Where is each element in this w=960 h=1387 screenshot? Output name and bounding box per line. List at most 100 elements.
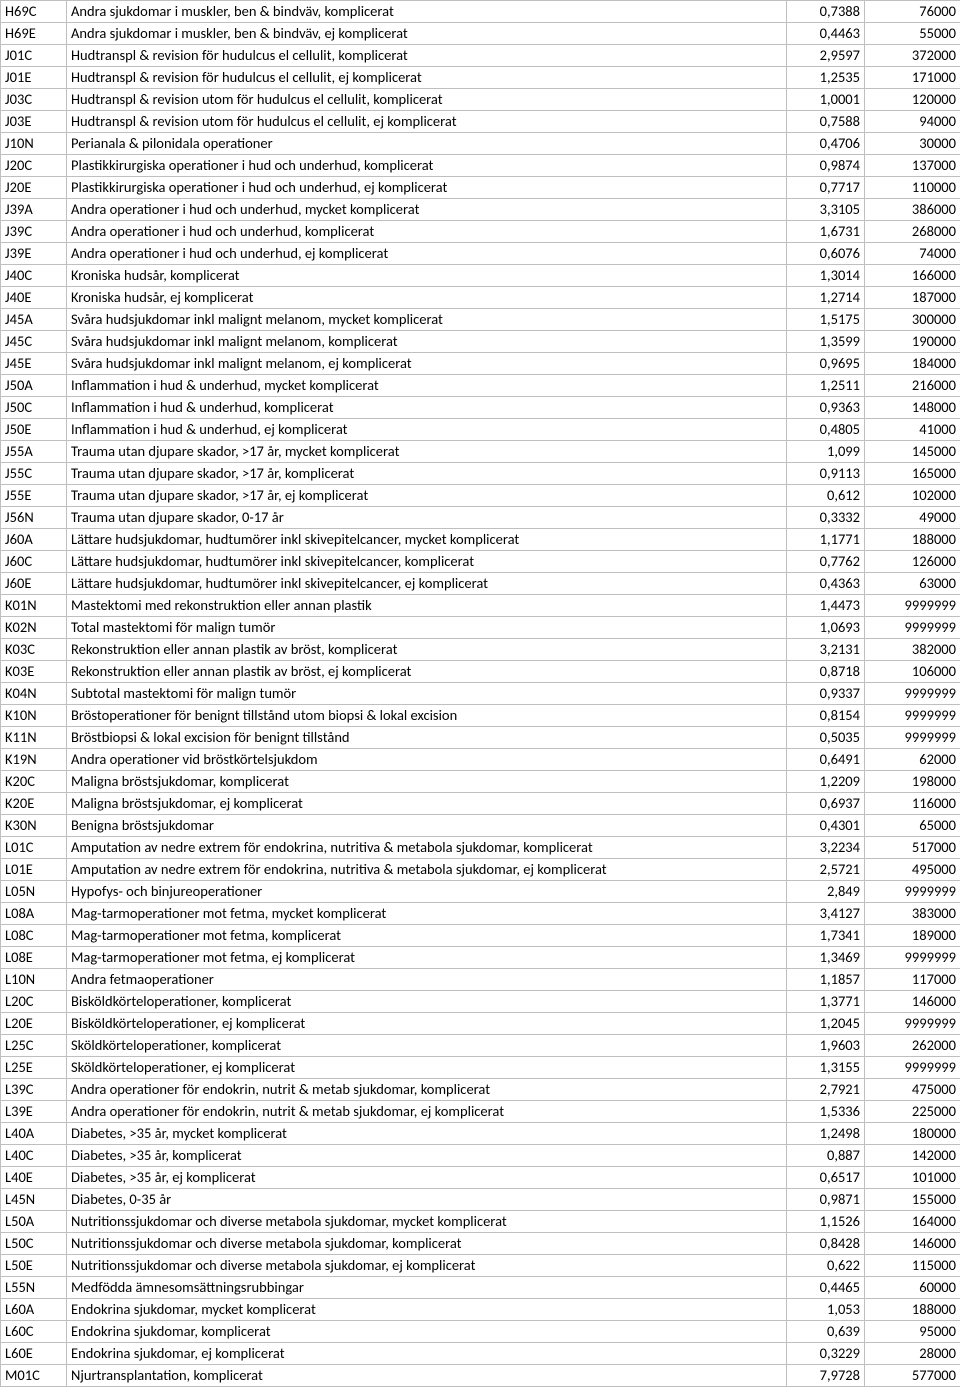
code-cell: J55A — [1, 441, 67, 463]
description-cell: Andra operationer i hud och underhud, ko… — [67, 221, 787, 243]
description-cell: Hudtranspl & revision utom för hudulcus … — [67, 111, 787, 133]
description-cell: Hudtranspl & revision för hudulcus el ce… — [67, 67, 787, 89]
code-cell: H69C — [1, 1, 67, 23]
amount-cell: 382000 — [865, 639, 960, 661]
code-cell: J56N — [1, 507, 67, 529]
description-cell: Maligna bröstsjukdomar, komplicerat — [67, 771, 787, 793]
table-row: J45CSvåra hudsjukdomar inkl malignt mela… — [1, 331, 960, 353]
description-cell: Endokrina sjukdomar, komplicerat — [67, 1321, 787, 1343]
table-row: K19NAndra operationer vid bröstkörtelsju… — [1, 749, 960, 771]
amount-cell: 148000 — [865, 397, 960, 419]
code-cell: K04N — [1, 683, 67, 705]
value-cell: 0,9871 — [787, 1189, 865, 1211]
table-row: L25CSköldkörteloperationer, komplicerat1… — [1, 1035, 960, 1057]
table-row: K20CMaligna bröstsjukdomar, komplicerat1… — [1, 771, 960, 793]
code-cell: J55E — [1, 485, 67, 507]
amount-cell: 262000 — [865, 1035, 960, 1057]
table-row: K30NBenigna bröstsjukdomar0,430165000 — [1, 815, 960, 837]
value-cell: 1,5175 — [787, 309, 865, 331]
amount-cell: 180000 — [865, 1123, 960, 1145]
code-cell: J03E — [1, 111, 67, 133]
table-row: L55NMedfödda ämnesomsättningsrubbingar0,… — [1, 1277, 960, 1299]
value-cell: 0,4363 — [787, 573, 865, 595]
description-cell: Total mastektomi för malign tumör — [67, 617, 787, 639]
amount-cell: 475000 — [865, 1079, 960, 1101]
amount-cell: 49000 — [865, 507, 960, 529]
code-cell: L20E — [1, 1013, 67, 1035]
code-cell: J20E — [1, 177, 67, 199]
value-cell: 0,3229 — [787, 1343, 865, 1365]
amount-cell: 517000 — [865, 837, 960, 859]
code-cell: J60A — [1, 529, 67, 551]
code-cell: L25E — [1, 1057, 67, 1079]
code-cell: L60E — [1, 1343, 67, 1365]
value-cell: 0,8718 — [787, 661, 865, 683]
value-cell: 1,1771 — [787, 529, 865, 551]
table-row: J01CHudtranspl & revision för hudulcus e… — [1, 45, 960, 67]
table-row: J40EKroniska hudsår, ej komplicerat1,271… — [1, 287, 960, 309]
description-cell: Endokrina sjukdomar, mycket komplicerat — [67, 1299, 787, 1321]
table-row: L45NDiabetes, 0-35 år0,9871155000 — [1, 1189, 960, 1211]
amount-cell: 115000 — [865, 1255, 960, 1277]
value-cell: 1,3014 — [787, 265, 865, 287]
table-row: J20CPlastikkirurgiska operationer i hud … — [1, 155, 960, 177]
amount-cell: 137000 — [865, 155, 960, 177]
description-cell: Rekonstruktion eller annan plastik av br… — [67, 661, 787, 683]
code-cell: K03E — [1, 661, 67, 683]
code-cell: L01E — [1, 859, 67, 881]
table-row: K02NTotal mastektomi för malign tumör1,0… — [1, 617, 960, 639]
table-row: L08CMag-tarmoperationer mot fetma, kompl… — [1, 925, 960, 947]
description-cell: Sköldkörteloperationer, komplicerat — [67, 1035, 787, 1057]
description-cell: Amputation av nedre extrem för endokrina… — [67, 837, 787, 859]
amount-cell: 9999999 — [865, 1013, 960, 1035]
amount-cell: 190000 — [865, 331, 960, 353]
table-row: J03EHudtranspl & revision utom för hudul… — [1, 111, 960, 133]
description-cell: Mag-tarmoperationer mot fetma, ej kompli… — [67, 947, 787, 969]
table-row: L20CBisköldkörteloperationer, komplicera… — [1, 991, 960, 1013]
description-cell: Andra operationer vid bröstkörtelsjukdom — [67, 749, 787, 771]
description-cell: Kroniska hudsår, ej komplicerat — [67, 287, 787, 309]
code-cell: K02N — [1, 617, 67, 639]
code-cell: L40C — [1, 1145, 67, 1167]
value-cell: 3,4127 — [787, 903, 865, 925]
value-cell: 2,5721 — [787, 859, 865, 881]
amount-cell: 9999999 — [865, 727, 960, 749]
value-cell: 1,0693 — [787, 617, 865, 639]
table-row: J55CTrauma utan djupare skador, >17 år, … — [1, 463, 960, 485]
table-row: L40ADiabetes, >35 år, mycket komplicerat… — [1, 1123, 960, 1145]
amount-cell: 146000 — [865, 991, 960, 1013]
table-row: L20EBisköldkörteloperationer, ej komplic… — [1, 1013, 960, 1035]
value-cell: 0,639 — [787, 1321, 865, 1343]
amount-cell: 9999999 — [865, 617, 960, 639]
code-cell: J60E — [1, 573, 67, 595]
description-cell: Nutritionssjukdomar och diverse metabola… — [67, 1255, 787, 1277]
description-cell: Inflammation i hud & underhud, komplicer… — [67, 397, 787, 419]
table-row: J10NPerianala & pilonidala operationer0,… — [1, 133, 960, 155]
description-cell: Mastektomi med rekonstruktion eller anna… — [67, 595, 787, 617]
description-cell: Rekonstruktion eller annan plastik av br… — [67, 639, 787, 661]
code-cell: L50E — [1, 1255, 67, 1277]
amount-cell: 63000 — [865, 573, 960, 595]
description-cell: Nutritionssjukdomar och diverse metabola… — [67, 1233, 787, 1255]
code-cell: J45C — [1, 331, 67, 353]
amount-cell: 106000 — [865, 661, 960, 683]
description-cell: Bröstbiopsi & lokal excision för benignt… — [67, 727, 787, 749]
code-cell: J50A — [1, 375, 67, 397]
amount-cell: 268000 — [865, 221, 960, 243]
value-cell: 0,8154 — [787, 705, 865, 727]
code-cell: L08C — [1, 925, 67, 947]
description-cell: Inflammation i hud & underhud, mycket ko… — [67, 375, 787, 397]
value-cell: 0,6937 — [787, 793, 865, 815]
value-cell: 0,9113 — [787, 463, 865, 485]
description-cell: Lättare hudsjukdomar, hudtumörer inkl sk… — [67, 529, 787, 551]
code-cell: L45N — [1, 1189, 67, 1211]
table-row: J45ESvåra hudsjukdomar inkl malignt mela… — [1, 353, 960, 375]
table-row: K03CRekonstruktion eller annan plastik a… — [1, 639, 960, 661]
table-row: J39CAndra operationer i hud och underhud… — [1, 221, 960, 243]
value-cell: 0,4805 — [787, 419, 865, 441]
table-row: J60ALättare hudsjukdomar, hudtumörer ink… — [1, 529, 960, 551]
data-table: H69CAndra sjukdomar i muskler, ben & bin… — [0, 0, 960, 1387]
description-cell: Maligna bröstsjukdomar, ej komplicerat — [67, 793, 787, 815]
table-row: J39EAndra operationer i hud och underhud… — [1, 243, 960, 265]
value-cell: 1,1857 — [787, 969, 865, 991]
